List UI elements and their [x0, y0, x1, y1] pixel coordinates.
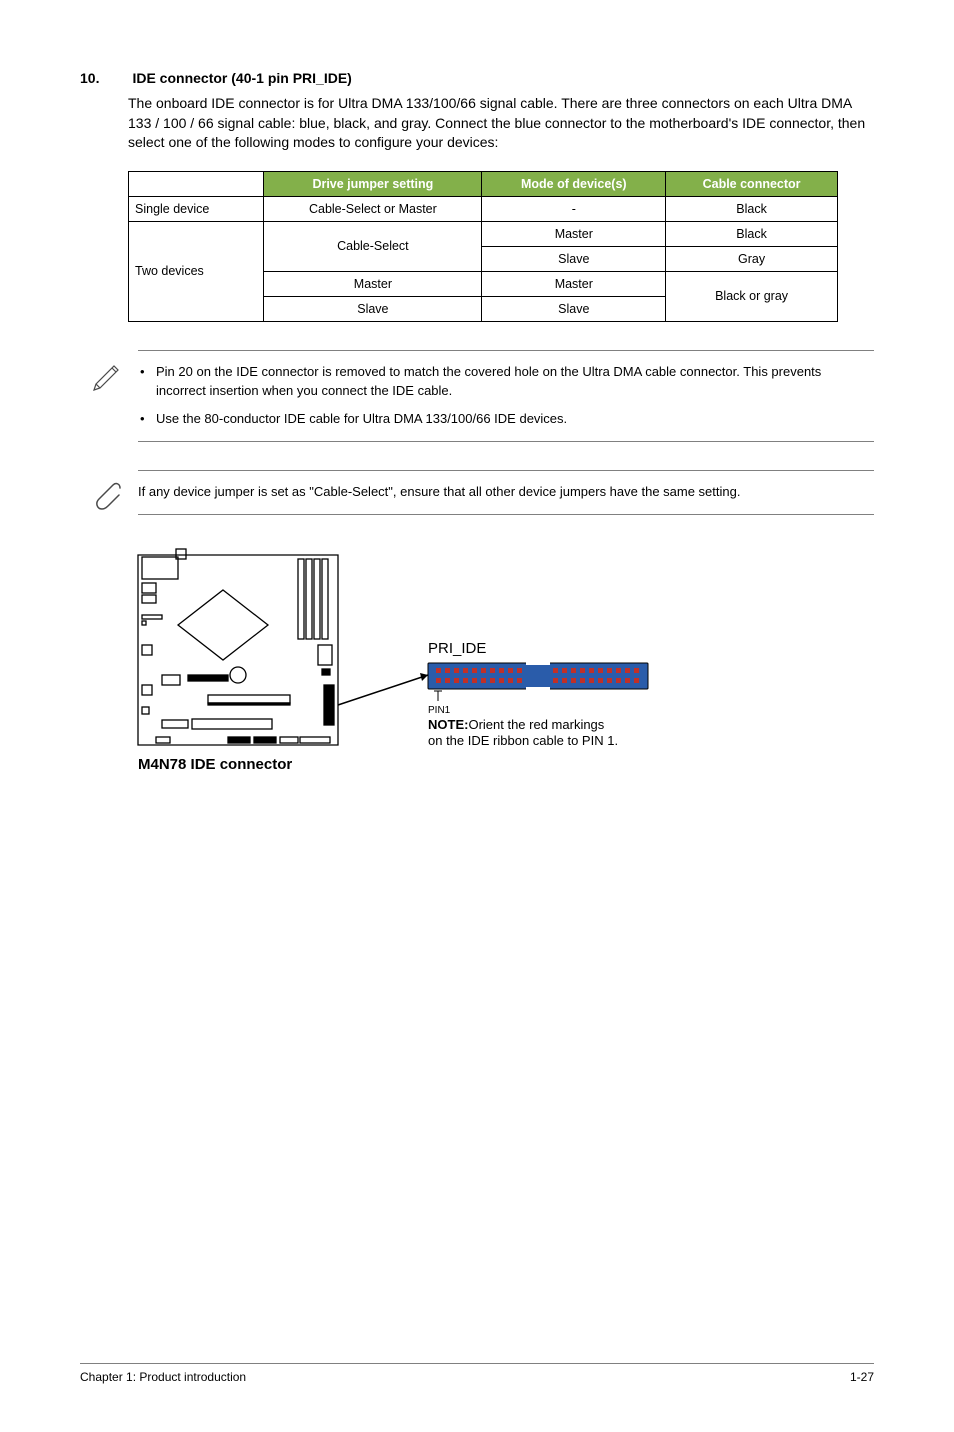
th-cable: Cable connector	[666, 171, 838, 196]
td-single-cable: Black	[666, 196, 838, 221]
td-m-drive: Master	[264, 271, 482, 296]
section-body: The onboard IDE connector is for Ultra D…	[128, 94, 874, 153]
th-mode: Mode of device(s)	[482, 171, 666, 196]
th-blank	[129, 171, 264, 196]
board-diagram: PRI_IDE PIN1 NOTE:Orient the red marking…	[128, 545, 688, 785]
note2-text: If any device jumper is set as "Cable-Se…	[138, 484, 740, 499]
td-cs-m-cable: Black	[666, 221, 838, 246]
td-single-label: Single device	[129, 196, 264, 221]
note-paperclip: If any device jumper is set as "Cable-Se…	[90, 470, 874, 521]
ide-connector-graphic	[428, 661, 648, 691]
note2-content: If any device jumper is set as "Cable-Se…	[138, 470, 874, 515]
td-cs-s-mode: Slave	[482, 246, 666, 271]
pin1-label: PIN1	[428, 705, 451, 716]
section-title: IDE connector (40-1 pin PRI_IDE)	[132, 70, 351, 86]
diagram-note-line2: on the IDE ribbon cable to PIN 1.	[428, 733, 618, 748]
td-s-mode: Slave	[482, 296, 666, 321]
td-cs: Cable-Select	[264, 221, 482, 271]
diagram-area: PRI_IDE PIN1 NOTE:Orient the red marking…	[128, 545, 874, 790]
note1-content: Pin 20 on the IDE connector is removed t…	[138, 350, 874, 443]
pencil-icon	[90, 350, 138, 399]
page-footer: Chapter 1: Product introduction 1-27	[80, 1363, 874, 1384]
td-m-mode: Master	[482, 271, 666, 296]
jumper-table: Drive jumper setting Mode of device(s) C…	[128, 171, 838, 322]
section-number: 10.	[80, 70, 128, 86]
board-label: M4N78 IDE connector	[138, 756, 292, 773]
footer-right: 1-27	[850, 1370, 874, 1384]
th-drive: Drive jumper setting	[264, 171, 482, 196]
td-single-mode: -	[482, 196, 666, 221]
diagram-note-line1: NOTE:Orient the red markings	[428, 717, 605, 732]
section-heading: 10. IDE connector (40-1 pin PRI_IDE)	[80, 70, 874, 88]
footer-left: Chapter 1: Product introduction	[80, 1370, 246, 1384]
note1-bullet1: Pin 20 on the IDE connector is removed t…	[156, 363, 874, 401]
note1-bullet2: Use the 80-conductor IDE cable for Ultra…	[156, 410, 874, 429]
td-cs-m-mode: Master	[482, 221, 666, 246]
note-pencil: Pin 20 on the IDE connector is removed t…	[90, 350, 874, 443]
paperclip-icon	[90, 470, 138, 521]
td-single-drive: Cable-Select or Master	[264, 196, 482, 221]
td-cs-s-cable: Gray	[666, 246, 838, 271]
td-s-drive: Slave	[264, 296, 482, 321]
td-two-label: Two devices	[129, 221, 264, 321]
td-bog: Black or gray	[666, 271, 838, 321]
pri-ide-label: PRI_IDE	[428, 640, 486, 657]
